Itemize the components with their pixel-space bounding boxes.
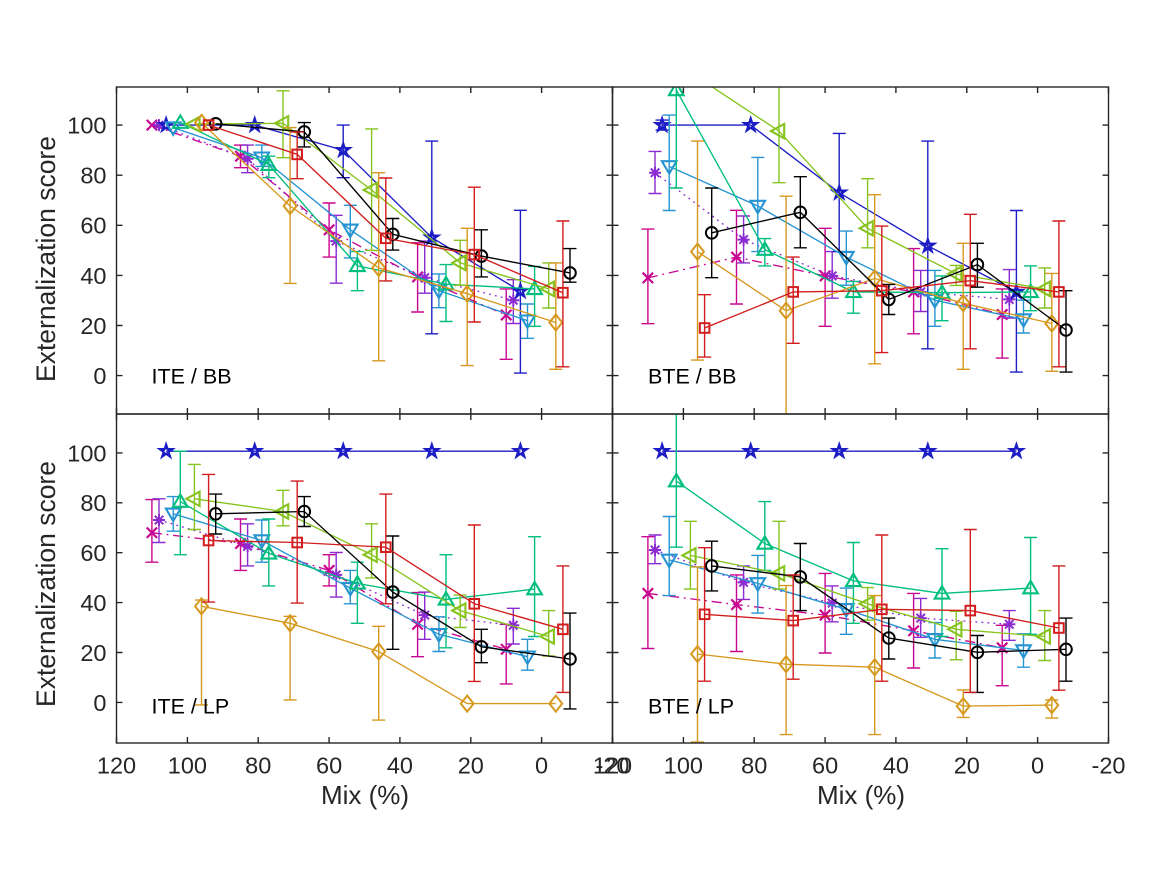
svg-text:20: 20 (80, 640, 106, 666)
svg-text:100: 100 (664, 753, 703, 779)
svg-text:Externalization score: Externalization score (31, 136, 61, 382)
svg-text:-20: -20 (1092, 753, 1126, 779)
svg-text:80: 80 (80, 163, 106, 189)
svg-text:120: 120 (97, 753, 136, 779)
svg-text:Mix (%): Mix (%) (817, 780, 905, 810)
svg-text:Mix (%): Mix (%) (321, 780, 409, 810)
svg-text:100: 100 (67, 113, 106, 139)
svg-text:40: 40 (80, 590, 106, 616)
svg-text:ITE / LP: ITE / LP (152, 694, 230, 718)
svg-text:60: 60 (316, 753, 342, 779)
svg-text:100: 100 (168, 753, 207, 779)
svg-text:0: 0 (93, 690, 106, 716)
svg-text:BTE / LP: BTE / LP (648, 694, 734, 718)
svg-text:40: 40 (80, 263, 106, 289)
svg-text:0: 0 (535, 753, 548, 779)
svg-text:20: 20 (80, 313, 106, 339)
svg-text:60: 60 (812, 753, 838, 779)
svg-text:0: 0 (1031, 753, 1044, 779)
svg-text:Externalization score: Externalization score (31, 461, 61, 707)
svg-text:120: 120 (593, 753, 632, 779)
svg-text:40: 40 (883, 753, 909, 779)
svg-text:80: 80 (741, 753, 767, 779)
svg-text:40: 40 (387, 753, 413, 779)
svg-text:60: 60 (80, 213, 106, 239)
svg-text:0: 0 (93, 363, 106, 389)
svg-text:80: 80 (245, 753, 271, 779)
svg-text:80: 80 (80, 490, 106, 516)
svg-text:20: 20 (954, 753, 980, 779)
svg-text:BTE / BB: BTE / BB (648, 365, 736, 389)
svg-text:ITE / BB: ITE / BB (152, 365, 232, 389)
svg-text:20: 20 (458, 753, 484, 779)
svg-text:60: 60 (80, 540, 106, 566)
svg-text:100: 100 (67, 440, 106, 466)
svg-text:-20: -20 (596, 753, 630, 779)
